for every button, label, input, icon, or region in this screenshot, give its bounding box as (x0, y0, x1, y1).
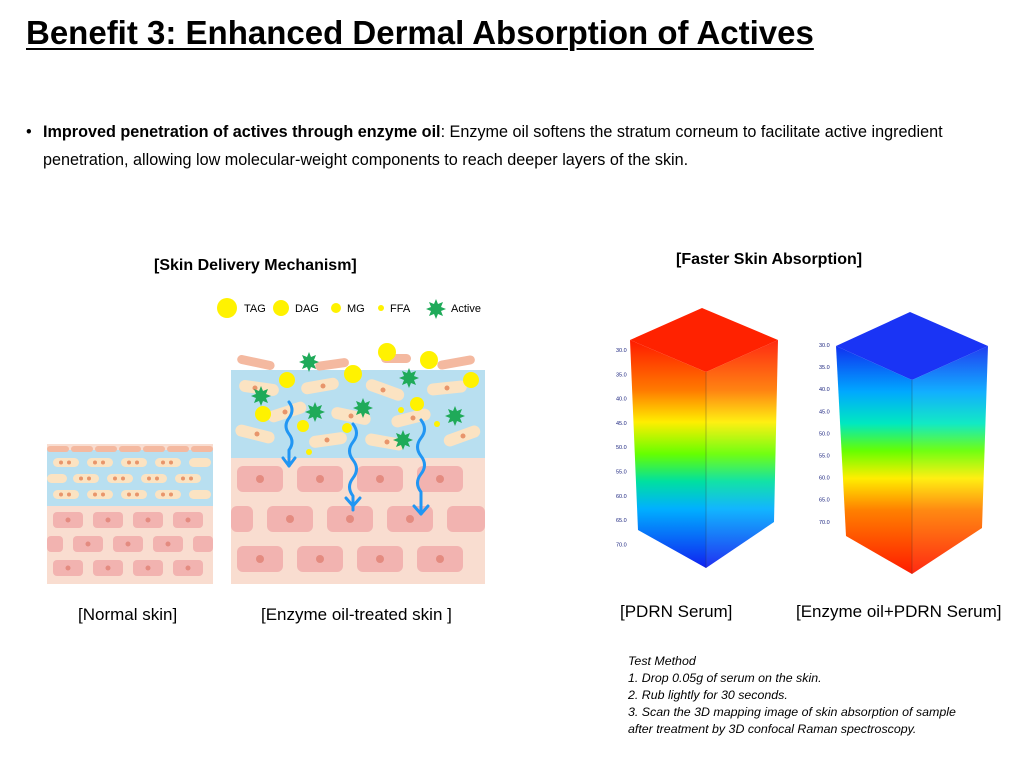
pdrn-tick-label: 30.0 (616, 348, 627, 354)
enzyme-tick-label: 60.0 (819, 476, 830, 482)
enzyme-tick-label: 70.0 (819, 520, 830, 526)
normal-skin-illustration (47, 444, 213, 584)
bullet-text: : Enzyme oil softens the stratum corneum… (43, 123, 943, 169)
caption-normal-skin: [Normal skin] (78, 605, 178, 624)
mg-legend-icon (331, 303, 341, 313)
absorption-title: [Faster Skin Absorption] (676, 251, 863, 268)
legend-tag: TAG (244, 303, 266, 315)
caption-enzyme-pdrn-serum: [Enzyme oil+PDRN Serum] (796, 602, 1002, 621)
mechanism-title: [Skin Delivery Mechanism] (154, 257, 357, 274)
active-legend-icon (426, 299, 446, 319)
pdrn-tick-label: 55.0 (616, 470, 627, 476)
test-method-step-2: 2. Rub lightly for 30 seconds. (628, 688, 788, 702)
test-method-step-3-cont: after treatment by 3D confocal Raman spe… (628, 722, 917, 736)
enzyme-tick-label: 40.0 (819, 387, 830, 393)
legend-active: Active (451, 303, 481, 315)
enzyme-tick-label: 45.0 (819, 409, 830, 415)
enzyme-tick-label: 55.0 (819, 454, 830, 460)
pdrn-tick-label: 35.0 (616, 372, 627, 378)
pdrn-axis-ticks: 30.0 35.0 40.0 45.0 50.0 55.0 60.0 65.0 70.0 (616, 348, 627, 548)
enzyme-pdrn-absorption-block (836, 312, 988, 574)
pdrn-tick-label: 45.0 (616, 421, 627, 427)
enzyme-tick-label: 50.0 (819, 431, 830, 437)
test-method-heading: Test Method (628, 654, 696, 668)
test-method: Test Method 1. Drop 0.05g of serum on th… (628, 653, 956, 738)
pdrn-tick-label: 60.0 (616, 494, 627, 500)
legend-dag: DAG (295, 303, 319, 315)
bullet-lead: Improved penetration of actives through … (43, 123, 441, 141)
treated-skin-illustration (231, 343, 485, 584)
enzyme-tick-label: 35.0 (819, 365, 830, 371)
dag-legend-icon (273, 300, 289, 316)
pdrn-tick-label: 50.0 (616, 445, 627, 451)
page-title: Benefit 3: Enhanced Dermal Absorption of… (26, 14, 814, 51)
caption-pdrn-serum: [PDRN Serum] (620, 602, 733, 621)
pdrn-tick-label: 40.0 (616, 397, 627, 403)
mechanism-legend: TAG DAG MG FFA Active (217, 298, 481, 319)
test-method-step-1: 1. Drop 0.05g of serum on the skin. (628, 671, 822, 685)
test-method-step-3: 3. Scan the 3D mapping image of skin abs… (628, 705, 956, 719)
pdrn-absorption-block (630, 308, 778, 568)
tag-legend-icon (217, 298, 237, 318)
pdrn-tick-label: 70.0 (616, 542, 627, 548)
legend-ffa: FFA (390, 303, 411, 315)
enzyme-axis-ticks: 30.0 35.0 40.0 45.0 50.0 55.0 60.0 65.0 70.0 (819, 343, 830, 526)
caption-treated-skin: [Enzyme oil-treated skin ] (261, 605, 452, 624)
bullet-dot: • (26, 123, 32, 141)
enzyme-tick-label: 30.0 (819, 343, 830, 349)
absorption-3d-maps: 30.0 35.0 40.0 45.0 50.0 55.0 60.0 65.0 70.0 30.… (616, 308, 988, 574)
ffa-legend-icon (378, 305, 384, 311)
legend-mg: MG (347, 303, 365, 315)
pdrn-tick-label: 65.0 (616, 518, 627, 524)
enzyme-tick-label: 65.0 (819, 498, 830, 504)
